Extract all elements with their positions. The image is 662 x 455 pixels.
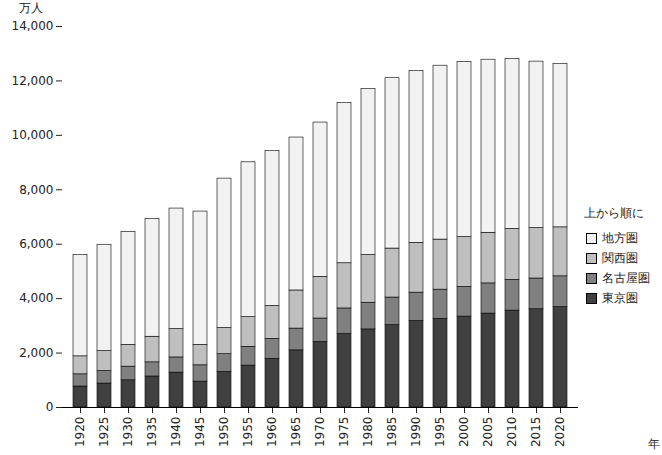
svg-text:10,000: 10,000 (12, 128, 54, 142)
svg-text:年: 年 (648, 437, 660, 451)
svg-text:2010: 2010 (505, 417, 519, 448)
svg-text:1935: 1935 (145, 417, 159, 448)
svg-text:6,000: 6,000 (19, 237, 53, 251)
html-text:関西圏: 関西圏 (602, 250, 638, 265)
svg-text:1990: 1990 (409, 417, 423, 448)
svg-text:2000: 2000 (457, 417, 471, 448)
svg-text:1955: 1955 (241, 417, 255, 448)
svg-text:1985: 1985 (385, 417, 399, 448)
svg-text:14,000: 14,000 (12, 19, 54, 33)
svg-text:1980: 1980 (361, 417, 375, 448)
svg-text:12,000: 12,000 (12, 74, 54, 88)
html-text:東京圏: 東京圏 (602, 290, 638, 305)
svg-text:8,000: 8,000 (19, 183, 53, 197)
svg-text:1975: 1975 (337, 417, 351, 448)
svg-text:1930: 1930 (121, 417, 135, 448)
html-text:地方圏: 地方圏 (602, 230, 638, 245)
svg-text:1945: 1945 (193, 417, 207, 448)
svg-text:4,000: 4,000 (19, 291, 53, 305)
svg-text:1940: 1940 (169, 417, 183, 448)
svg-text:万人: 万人 (19, 1, 43, 15)
html-text:上から順に: 上から順に (584, 206, 644, 220)
svg-text:2020: 2020 (553, 417, 567, 448)
svg-text:1970: 1970 (313, 417, 327, 448)
svg-text:1950: 1950 (217, 417, 231, 448)
svg-text:2,000: 2,000 (19, 346, 53, 360)
html-text:名古屋圏: 名古屋圏 (602, 270, 650, 285)
svg-text:2005: 2005 (481, 417, 495, 448)
svg-text:1960: 1960 (265, 417, 279, 448)
svg-text:0: 0 (46, 400, 54, 414)
svg-text:1920: 1920 (73, 417, 87, 448)
svg-text:1925: 1925 (97, 417, 111, 448)
svg-text:2015: 2015 (529, 417, 543, 448)
svg-text:1995: 1995 (433, 417, 447, 448)
svg-text:1965: 1965 (289, 417, 303, 448)
